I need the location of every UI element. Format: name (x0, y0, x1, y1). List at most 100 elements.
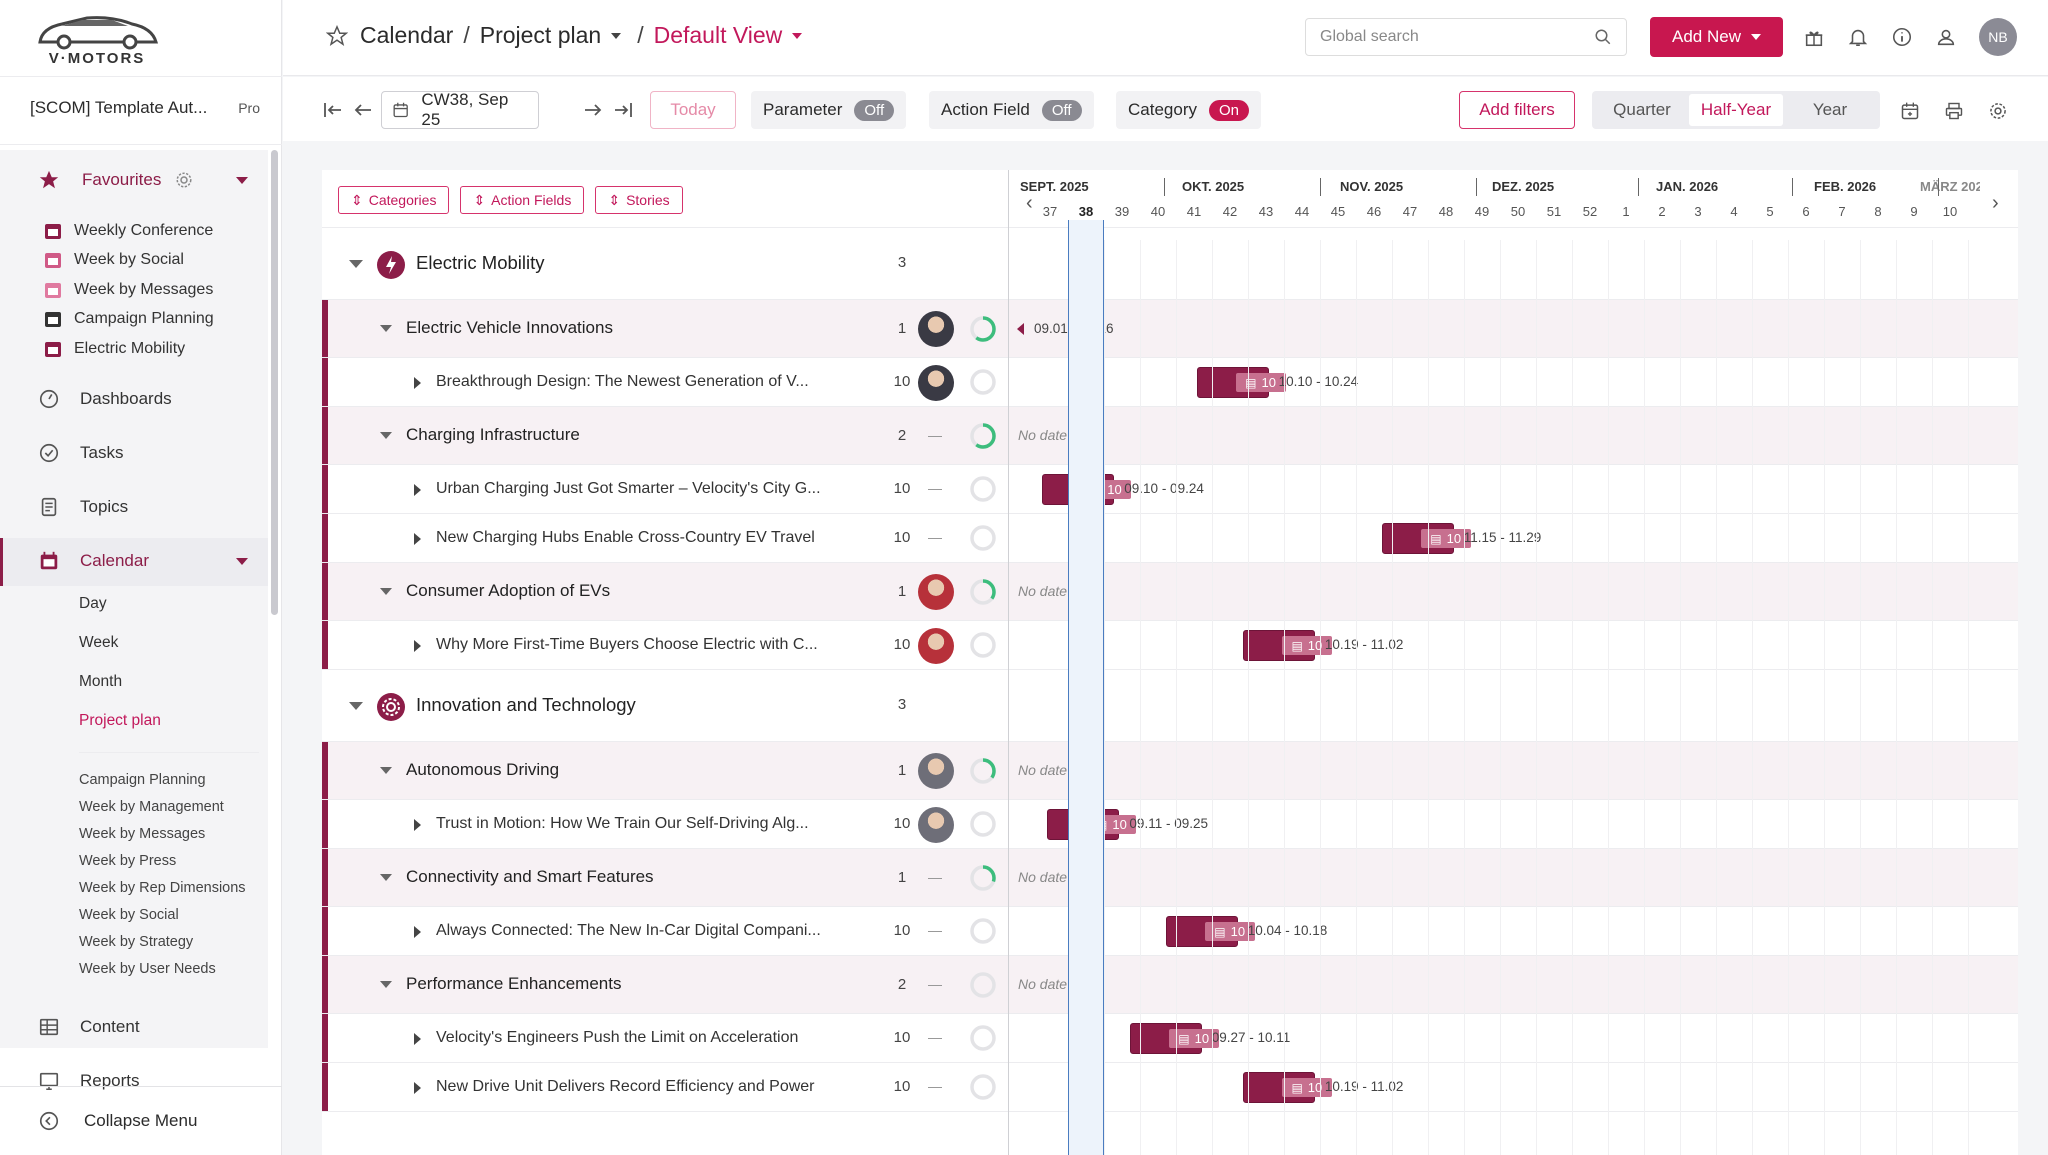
chevron-down-icon[interactable] (380, 588, 392, 595)
category-row[interactable]: Consumer Adoption of EVs 1 No date (322, 563, 2018, 621)
chevron-down-icon[interactable] (380, 874, 392, 881)
avatar[interactable] (918, 311, 954, 347)
avatar[interactable] (918, 753, 954, 789)
chevron-down-icon[interactable] (349, 260, 363, 268)
gantt-bar[interactable]: ▤ 10 (1196, 367, 1286, 398)
saved-view-item[interactable]: Week by Press (79, 853, 177, 869)
info-icon[interactable] (1891, 26, 1913, 48)
item-row[interactable]: Velocity's Engineers Push the Limit on A… (322, 1014, 2018, 1063)
avatar[interactable] (918, 628, 954, 664)
global-search-input[interactable]: Global search (1305, 18, 1627, 56)
item-row[interactable]: Urban Charging Just Got Smarter – Veloci… (322, 465, 2018, 514)
sidebar-scrollbar[interactable] (271, 150, 278, 615)
chevron-down-icon[interactable] (380, 981, 392, 988)
jump-end-icon[interactable] (613, 101, 633, 119)
bell-icon[interactable] (1847, 26, 1869, 48)
category-row[interactable]: Performance Enhancements 2 No date (322, 956, 2018, 1014)
settings-icon[interactable] (1988, 101, 2008, 121)
favourites-header[interactable]: Favourites (38, 168, 248, 192)
user-avatar[interactable]: NB (1979, 18, 2017, 56)
favourite-item[interactable]: Electric Mobility (44, 334, 214, 364)
stories-chip[interactable]: ⇕ Stories (595, 186, 683, 214)
chevron-right-icon[interactable] (414, 1033, 421, 1045)
group-row[interactable]: Electric Mobility 3 (322, 228, 2018, 300)
item-row[interactable]: Always Connected: The New In-Car Digital… (322, 907, 2018, 956)
chevron-right-icon[interactable] (414, 819, 421, 831)
chevron-right-icon[interactable]: › (1992, 192, 1999, 214)
today-button[interactable]: Today (650, 91, 736, 129)
favourite-item[interactable]: Campaign Planning (44, 305, 214, 335)
item-row[interactable]: Trust in Motion: How We Train Our Self-D… (322, 800, 2018, 849)
avatar[interactable] (918, 365, 954, 401)
view-selector[interactable]: Default View (653, 22, 783, 48)
nav-reports[interactable]: Reports (38, 1070, 140, 1092)
gantt-bar[interactable]: ▤ 10 (1165, 916, 1255, 947)
group-row[interactable]: Innovation and Technology 3 (322, 670, 2018, 742)
category-row[interactable]: Autonomous Driving 1 No date (322, 742, 2018, 800)
calendar-view-week[interactable]: Week (79, 634, 119, 651)
workspace-switcher[interactable]: [SCOM] Template Aut... Pro (30, 98, 260, 118)
chevron-down-icon[interactable] (380, 767, 392, 774)
item-row[interactable]: Why More First-Time Buyers Choose Electr… (322, 621, 2018, 670)
saved-view-item[interactable]: Week by Management (79, 799, 224, 815)
favourite-item[interactable]: Weekly Conference (44, 216, 214, 246)
saved-view-item[interactable]: Week by User Needs (79, 961, 216, 977)
gantt-bar[interactable]: ▤ 10 (1129, 1023, 1219, 1054)
avatar[interactable] (918, 807, 954, 843)
print-icon[interactable] (1944, 101, 1964, 121)
calendar-view-project-plan[interactable]: Project plan (79, 712, 161, 729)
jump-start-icon[interactable] (323, 101, 343, 119)
chevron-right-icon[interactable] (414, 1082, 421, 1094)
category-toggle[interactable]: Category On (1116, 91, 1261, 129)
nav-topics[interactable]: Topics (38, 496, 128, 518)
arrow-left-icon[interactable] (353, 101, 373, 119)
saved-view-item[interactable]: Campaign Planning (79, 772, 206, 788)
nav-calendar[interactable]: Calendar (38, 550, 248, 572)
saved-view-item[interactable]: Week by Rep Dimensions (79, 880, 246, 896)
nav-tasks[interactable]: Tasks (38, 442, 123, 464)
chevron-right-icon[interactable] (414, 377, 421, 389)
chevron-down-icon[interactable] (236, 176, 248, 184)
calendar-view-month[interactable]: Month (79, 673, 123, 690)
nav-dashboards[interactable]: Dashboards (38, 388, 172, 410)
chevron-down-icon[interactable] (380, 325, 392, 332)
parameter-toggle[interactable]: Parameter Off (751, 91, 907, 129)
chevron-down-icon[interactable] (792, 32, 803, 39)
category-row[interactable]: Charging Infrastructure 2 No date (322, 407, 2018, 465)
chevron-right-icon[interactable] (414, 533, 421, 545)
chevron-down-icon[interactable] (380, 432, 392, 439)
action-fields-chip[interactable]: ⇕ Action Fields (460, 186, 585, 214)
calendar-add-icon[interactable] (1900, 101, 1920, 121)
gift-icon[interactable] (1803, 26, 1825, 48)
categories-chip[interactable]: ⇕ Categories (338, 186, 450, 214)
chevron-down-icon[interactable] (611, 32, 622, 39)
breadcrumb-calendar[interactable]: Calendar (360, 22, 454, 48)
chevron-right-icon[interactable] (414, 640, 421, 652)
favourite-item[interactable]: Week by Social (44, 246, 214, 276)
chevron-down-icon[interactable] (236, 557, 248, 565)
breadcrumb-project-plan[interactable]: Project plan (479, 22, 602, 48)
range-quarter[interactable]: Quarter (1613, 100, 1671, 119)
favourite-item[interactable]: Week by Messages (44, 275, 214, 305)
gantt-bar[interactable]: ▤ 10 (1242, 1072, 1332, 1103)
saved-view-item[interactable]: Week by Social (79, 907, 179, 923)
add-filters-button[interactable]: Add filters (1459, 91, 1575, 129)
collapse-menu-button[interactable]: Collapse Menu (38, 1110, 197, 1132)
date-picker[interactable]: CW38, Sep 25 (381, 90, 539, 129)
action-field-toggle[interactable]: Action Field Off (929, 91, 1094, 129)
gantt-bar[interactable]: ▤ 10 (1381, 523, 1471, 554)
brand-logo[interactable]: V·MOTORS (32, 14, 162, 67)
chevron-right-icon[interactable] (414, 926, 421, 938)
avatar[interactable] (918, 574, 954, 610)
range-year[interactable]: Year (1812, 100, 1848, 119)
item-row[interactable]: New Charging Hubs Enable Cross-Country E… (322, 514, 2018, 563)
add-new-button[interactable]: Add New (1650, 17, 1783, 57)
gantt-bar[interactable]: ▤ 10 (1242, 630, 1332, 661)
saved-view-item[interactable]: Week by Strategy (79, 934, 194, 950)
user-icon[interactable] (1935, 26, 1957, 48)
chevron-down-icon[interactable] (349, 702, 363, 710)
item-row[interactable]: Breakthrough Design: The Newest Generati… (322, 358, 2018, 407)
gear-icon[interactable] (175, 171, 193, 189)
calendar-view-day[interactable]: Day (79, 595, 107, 612)
